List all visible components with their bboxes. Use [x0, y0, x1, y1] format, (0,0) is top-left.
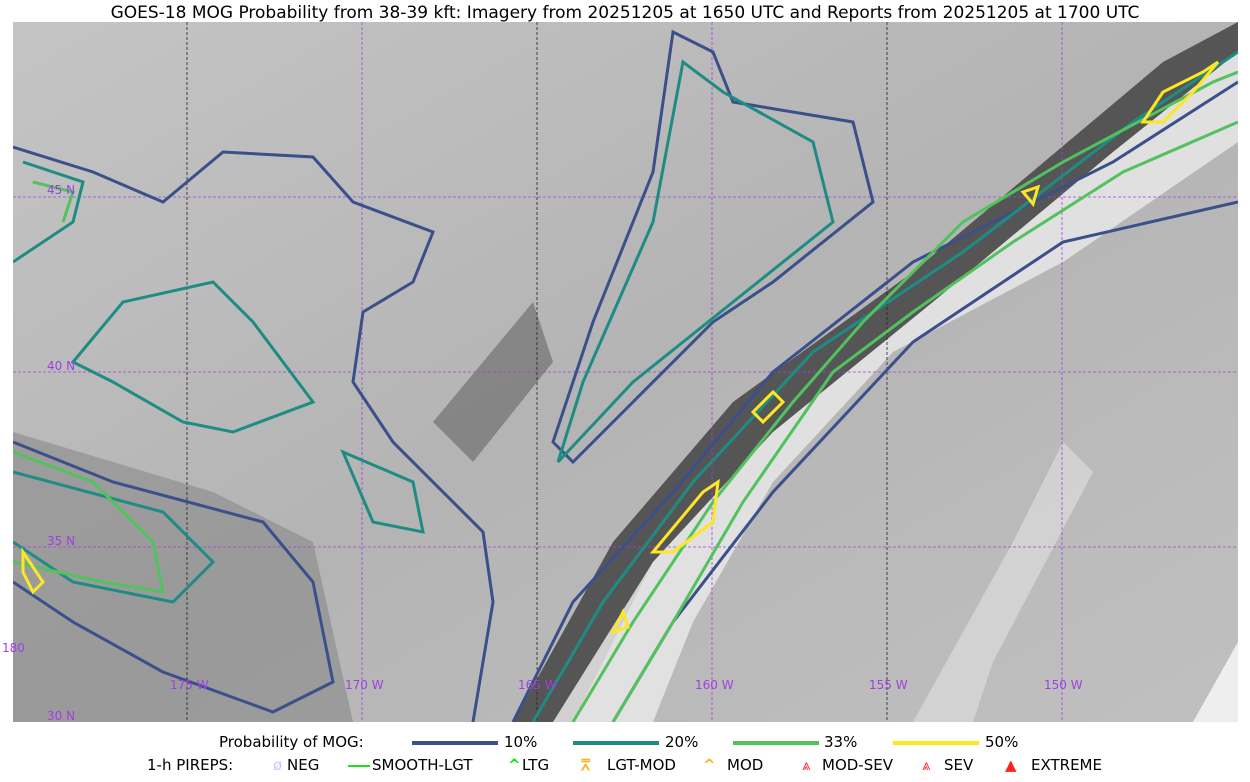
legend-label: SMOOTH-LGT	[372, 756, 473, 774]
legend-label: MOD	[727, 756, 764, 774]
legend-label: NEG	[287, 756, 320, 774]
contour-33pct	[13, 450, 165, 594]
dash-icon	[348, 765, 370, 767]
legend-label: LGT-MOD	[607, 756, 676, 774]
lat-label: 35 N	[47, 534, 75, 548]
contour-50pct	[21, 547, 45, 595]
lat-label: 40 N	[47, 359, 75, 373]
legend-label: 50%	[985, 733, 1019, 751]
contour-50pct	[610, 608, 630, 635]
neg-symbol-icon: ø	[273, 756, 283, 774]
lon-label: 165 W	[518, 678, 557, 692]
lon-label: 175 W	[170, 678, 209, 692]
contour-33pct	[611, 120, 1238, 722]
contour-10pct	[13, 440, 335, 714]
contour-33pct	[32, 180, 75, 223]
swatch-50pct	[893, 741, 979, 745]
legend-label: MOD-SEV	[822, 756, 893, 774]
caret-bar-icon: ⩞	[581, 756, 591, 774]
legend-label: 33%	[824, 733, 858, 751]
probability-legend-title: Probability of MOG:	[219, 733, 364, 751]
caret-icon: ^	[508, 756, 521, 774]
contour-20pct	[13, 160, 85, 264]
contour-33pct	[571, 70, 1238, 722]
contour-50pct	[750, 389, 786, 425]
contour-10pct	[13, 145, 495, 722]
lon-label: 150 W	[1044, 678, 1083, 692]
pireps-legend-title: 1-h PIREPS:	[147, 756, 234, 774]
lon-label: 170 W	[345, 678, 384, 692]
map-title: GOES-18 MOG Probability from 38-39 kft: …	[110, 3, 1140, 23]
contour-50pct	[1020, 184, 1041, 208]
lon-label: 155 W	[869, 678, 908, 692]
legend-label: LTG	[522, 756, 550, 774]
contour-20pct	[13, 470, 216, 604]
filled-triangle-icon: ▲	[1005, 756, 1017, 774]
contour-20pct	[340, 449, 425, 534]
grid-labels: 175 W 170 W 165 W 160 W 155 W 150 W 30 N…	[47, 183, 1083, 722]
legend-label: EXTREME	[1031, 756, 1102, 774]
contour-20pct	[556, 59, 835, 464]
contour-10pct	[511, 80, 1238, 722]
contour-20pct	[70, 280, 316, 434]
satellite-map: 175 W 170 W 165 W 160 W 155 W 150 W 30 N…	[13, 22, 1238, 722]
double-caret-icon: ⩓	[802, 756, 811, 774]
legend-label: 20%	[665, 733, 699, 751]
swatch-20pct	[573, 741, 659, 745]
legend-label: 10%	[504, 733, 538, 751]
contour-50pct	[1140, 60, 1220, 124]
caret-icon: ^	[703, 756, 716, 774]
lat-label: 30 N	[47, 709, 75, 722]
legend-label: SEV	[944, 756, 974, 774]
contours	[13, 29, 1238, 722]
edge-label-180: 180	[2, 641, 25, 655]
contour-20pct	[531, 50, 1238, 722]
swatch-10pct	[412, 741, 498, 745]
lat-label: 45 N	[47, 183, 75, 197]
lon-label: 160 W	[695, 678, 734, 692]
swatch-33pct	[733, 741, 819, 745]
double-caret-icon: ⩓	[922, 756, 931, 774]
contour-10pct	[551, 29, 875, 465]
contour-50pct	[649, 478, 720, 554]
